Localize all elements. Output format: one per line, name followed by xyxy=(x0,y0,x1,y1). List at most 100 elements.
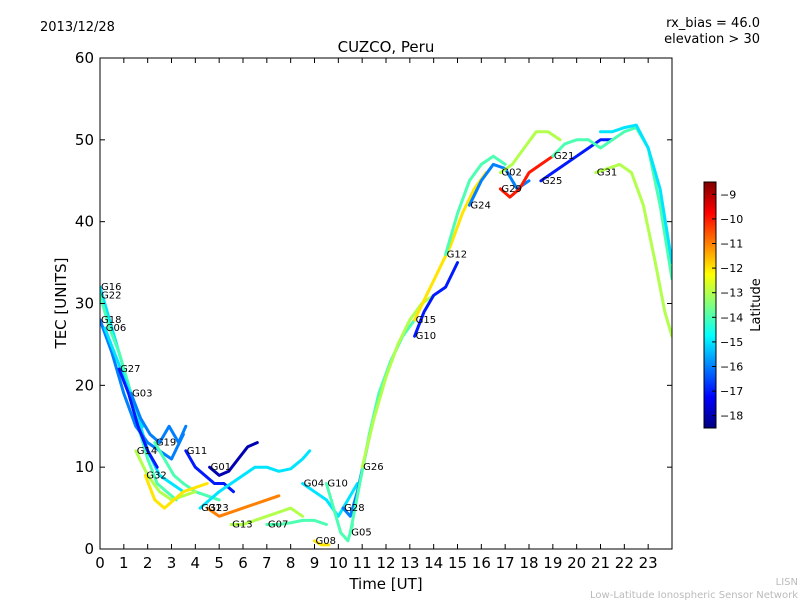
x-tick-label: 0 xyxy=(95,554,105,572)
date-label: 2013/12/28 xyxy=(40,20,115,35)
colorbar-tick-label: −9 xyxy=(720,188,736,201)
colorbar-tick-label: −11 xyxy=(720,238,743,251)
series-line-19 xyxy=(348,318,417,535)
colorbar-tick-label: −14 xyxy=(720,311,743,324)
x-tick-label: 16 xyxy=(472,554,491,572)
plot-frame xyxy=(99,57,673,550)
series-label-10: G01 xyxy=(211,462,231,473)
series-line-22 xyxy=(413,171,488,322)
series-label-1: G22 xyxy=(101,290,121,301)
y-axis-label: TEC [UNITS] xyxy=(52,258,70,350)
series-label-5: G03 xyxy=(132,389,152,400)
x-tick-label: 17 xyxy=(496,554,515,572)
x-tick-label: 10 xyxy=(329,554,348,572)
y-tick-label: 40 xyxy=(75,213,94,231)
series-line-26 xyxy=(498,154,555,199)
series-label-20: G26 xyxy=(363,462,383,473)
series-label-6: G19 xyxy=(156,438,176,449)
series-line-6 xyxy=(153,441,221,502)
series-label-14: G07 xyxy=(268,519,288,530)
series-line-28 xyxy=(551,126,672,281)
x-tick-label: 11 xyxy=(353,554,372,572)
colorbar-label: Latitude xyxy=(749,278,764,332)
series-label-0: G16 xyxy=(101,282,121,293)
series-label-2: G18 xyxy=(101,315,121,326)
credit-network: Low-Latitude Ionospheric Sensor Network xyxy=(590,590,798,600)
series-line-9 xyxy=(143,473,209,510)
colorbar-ticks: −9 −10 −11 −12 −13 −14 −15 −16 −17 −18 xyxy=(712,188,743,423)
colorbar-tick-label: −13 xyxy=(720,287,743,300)
x-tick-label: 13 xyxy=(400,554,419,572)
series-line-0 xyxy=(100,285,185,494)
series-line-4 xyxy=(117,367,159,469)
x-tick-label: 12 xyxy=(376,554,395,572)
series-label-3: G06 xyxy=(106,323,126,334)
series-label-13: G13 xyxy=(232,519,252,530)
y-tick-label: 50 xyxy=(75,131,94,149)
series-label-4: G27 xyxy=(120,364,140,375)
credit-lisn: LISN xyxy=(776,577,798,588)
series-line-29 xyxy=(594,162,672,338)
x-tick-label: 9 xyxy=(310,554,320,572)
rx-bias-label: rx_bias = 46.0 xyxy=(666,16,760,31)
x-tick-label: 18 xyxy=(519,554,538,572)
chart-title: CUZCO, Peru xyxy=(338,38,435,56)
colorbar-tick-label: −16 xyxy=(720,361,743,374)
elevation-label: elevation > 30 xyxy=(664,32,760,47)
series-label-22: G15 xyxy=(416,315,436,326)
colorbar-tick-label: −17 xyxy=(720,385,743,398)
series-label-16: G08 xyxy=(316,536,336,547)
series-line-10 xyxy=(208,441,259,477)
x-tick-label: 2 xyxy=(143,554,153,572)
x-tick-label: 7 xyxy=(262,554,272,572)
series-line-25 xyxy=(498,130,562,175)
y-axis: 0 10 20 30 40 50 60 xyxy=(75,49,672,558)
colorbar-tick-label: −10 xyxy=(720,213,743,226)
colorbar-tick-label: −18 xyxy=(720,410,743,423)
series-line-11 xyxy=(198,449,312,510)
x-tick-label: 1 xyxy=(119,554,129,572)
series-label-8: G11 xyxy=(187,446,207,457)
y-tick-label: 20 xyxy=(75,376,94,394)
x-tick-label: 6 xyxy=(238,554,248,572)
x-tick-label: 8 xyxy=(286,554,296,572)
x-tick-label: 20 xyxy=(567,554,586,572)
series-label-12: G23 xyxy=(208,503,228,514)
x-tick-label: 4 xyxy=(191,554,201,572)
series-label-23: G12 xyxy=(447,249,467,260)
series-line-30 xyxy=(599,123,672,265)
x-tick-label: 19 xyxy=(543,554,562,572)
series-line-5 xyxy=(129,392,188,445)
series-line-16 xyxy=(313,539,331,547)
series-label-17: G10 xyxy=(327,479,347,490)
series-label-15: G04 xyxy=(304,479,324,490)
y-tick-label: 10 xyxy=(75,458,94,476)
series-label-9: G32 xyxy=(146,470,166,481)
y-tick-label: 30 xyxy=(75,295,94,313)
series-line-21 xyxy=(413,261,459,338)
series-label-25: G02 xyxy=(501,168,521,179)
series-label-26: G29 xyxy=(501,184,521,195)
series-line-17 xyxy=(324,482,355,543)
x-tick-label: 21 xyxy=(591,554,610,572)
series-label-11: G31 xyxy=(201,503,221,514)
series-label-21: G10 xyxy=(416,331,436,342)
x-tick-label: 3 xyxy=(167,554,177,572)
x-tick-label: 14 xyxy=(424,554,443,572)
series-line-27 xyxy=(539,138,614,183)
series-line-12 xyxy=(205,494,281,518)
series-label-24: G24 xyxy=(470,200,490,211)
series-line-14 xyxy=(265,518,328,526)
series-label-27: G25 xyxy=(542,176,562,187)
series-label-19: G05 xyxy=(351,528,371,539)
x-tick-label: 5 xyxy=(214,554,224,572)
x-tick-label: 22 xyxy=(615,554,634,572)
series-label-18: G28 xyxy=(344,503,364,514)
series-label-7: G14 xyxy=(137,446,157,457)
x-tick-label: 23 xyxy=(639,554,658,572)
series-line-8 xyxy=(184,449,235,494)
y-tick-label: 60 xyxy=(75,49,94,67)
colorbar-tick-label: −15 xyxy=(720,336,743,349)
y-tick-label: 0 xyxy=(84,540,94,558)
